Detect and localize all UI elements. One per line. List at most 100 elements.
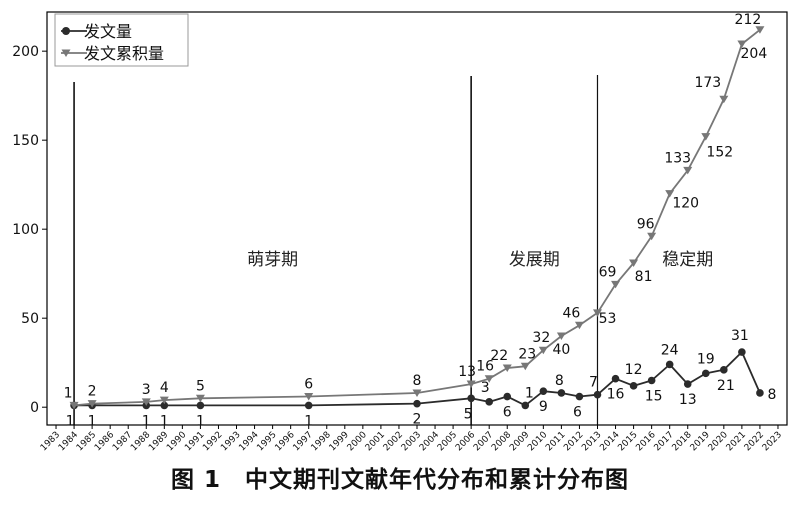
- annual-data-label: 24: [661, 342, 679, 358]
- y-tick-label: 50: [21, 311, 39, 327]
- cumulative-point: [484, 375, 494, 383]
- period-label: 稳定期: [662, 250, 713, 270]
- annual-point: [196, 401, 205, 410]
- annual-data-label: 8: [555, 373, 564, 389]
- cumulative-point: [755, 26, 765, 34]
- figure-caption: 图 1 中文期刊文献年代分布和累计分布图: [170, 467, 629, 493]
- chart: 0501001502001983198419851986198719881989…: [12, 11, 788, 453]
- cumulative-data-label: 40: [552, 342, 570, 358]
- legend-marker-annual: [62, 27, 70, 35]
- annual-data-label: 1: [142, 413, 151, 429]
- annual-data-label: 13: [679, 392, 697, 408]
- annual-point: [413, 399, 421, 408]
- cumulative-point: [611, 280, 621, 289]
- annual-data-label: 1: [88, 413, 97, 429]
- series-line-cumulative: [74, 29, 761, 407]
- legend-marker-cumulative: [61, 49, 71, 57]
- x-tick-label: 1995: [255, 430, 278, 453]
- legend-entry-annual: 发文量: [61, 22, 132, 41]
- annual-point: [611, 374, 620, 383]
- legend-entry-cumulative: 发文累积量: [61, 44, 164, 63]
- x-tick-label: 2022: [743, 430, 766, 453]
- period-lines: [73, 75, 599, 425]
- cumulative-data-label: 204: [741, 46, 768, 62]
- x-tick-label: 1999: [328, 430, 351, 453]
- annual-point: [701, 369, 710, 378]
- annual-data-label: 21: [717, 378, 735, 394]
- cumulative-point: [701, 133, 711, 141]
- cumulative-point: [719, 95, 729, 104]
- cumulative-point: [159, 396, 169, 405]
- x-tick-label: 2020: [707, 430, 730, 453]
- annual-data-label: 31: [731, 328, 749, 344]
- cumulative-data-label: 8: [413, 373, 422, 389]
- period-labels: 萌芽期 发展期 稳定期: [247, 250, 713, 270]
- cumulative-point: [412, 389, 422, 397]
- x-tick-label: 2012: [562, 430, 585, 453]
- annual-data-label: 8: [767, 387, 776, 403]
- cumulative-data-label: 23: [518, 346, 536, 362]
- cumulative-point: [141, 398, 151, 406]
- annual-point: [647, 376, 656, 385]
- cumulative-point: [69, 401, 79, 410]
- legend-box: [54, 13, 189, 67]
- annual-data-label: 16: [607, 387, 625, 403]
- plot-frame: [46, 11, 788, 426]
- annual-data-label: 1: [304, 413, 313, 429]
- y-tick-label: 100: [12, 222, 39, 238]
- cumulative-point: [556, 332, 566, 340]
- x-tick-label: 2014: [598, 430, 621, 453]
- annual-data-label: 3: [481, 380, 490, 396]
- cumulative-point: [195, 394, 205, 403]
- x-tick-label: 2013: [580, 430, 603, 453]
- cumulative-point: [574, 321, 584, 330]
- x-tick-label: 1993: [219, 430, 242, 453]
- annual-data-label: 1: [160, 413, 169, 429]
- annual-data-label: 6: [573, 405, 582, 421]
- annual-point: [539, 387, 548, 395]
- x-tick-label: 2010: [526, 430, 549, 453]
- annual-point: [629, 382, 638, 390]
- x-tick-label: 2001: [364, 430, 387, 453]
- period-label: 发展期: [509, 250, 560, 270]
- legend-label-annual: 发文量: [84, 22, 132, 41]
- cumulative-point: [683, 166, 693, 175]
- cumulative-point: [466, 380, 476, 389]
- x-tick-label: 1994: [237, 430, 260, 453]
- annual-point: [720, 366, 728, 374]
- cumulative-point: [737, 40, 747, 49]
- annual-data-label: 5: [464, 406, 473, 422]
- cumulative-data-label: 32: [532, 330, 550, 346]
- cumulative-data-label: 13: [458, 364, 476, 380]
- legend: 发文量 发文累积量: [54, 13, 189, 67]
- annual-point: [485, 398, 493, 406]
- x-tick-label: 1997: [292, 430, 315, 453]
- x-tick-label: 2003: [400, 430, 423, 453]
- annual-data-label: 12: [625, 362, 643, 378]
- annual-point: [683, 380, 692, 388]
- cumulative-data-label: 212: [735, 12, 762, 28]
- cumulative-data-label: 3: [142, 382, 151, 398]
- y-tick-label: 150: [12, 133, 39, 149]
- cumulative-point: [629, 259, 639, 268]
- annual-point: [304, 401, 313, 410]
- x-tick-label: 2016: [634, 430, 657, 453]
- x-tick-label: 2002: [382, 430, 405, 453]
- annual-data-label: 7: [589, 375, 598, 391]
- x-tick-label: 2023: [761, 430, 784, 453]
- cumulative-data-label: 46: [563, 305, 581, 321]
- cumulative-point: [592, 309, 602, 317]
- cumulative-data-label: 16: [476, 359, 494, 375]
- x-tick-label: 2018: [671, 430, 694, 453]
- x-tick-label: 2019: [689, 430, 712, 453]
- cumulative-data-label: 81: [635, 269, 653, 285]
- cumulative-point: [304, 393, 314, 401]
- x-tick-label: 1988: [129, 430, 152, 453]
- annual-point: [575, 392, 584, 401]
- axes: 0501001502001983198419851986198719881989…: [12, 11, 788, 453]
- cumulative-point: [538, 346, 548, 355]
- cumulative-data-label: 1: [64, 385, 73, 401]
- annual-point: [467, 394, 475, 403]
- annual-point: [557, 389, 566, 397]
- annual-data-label: 1: [525, 385, 534, 401]
